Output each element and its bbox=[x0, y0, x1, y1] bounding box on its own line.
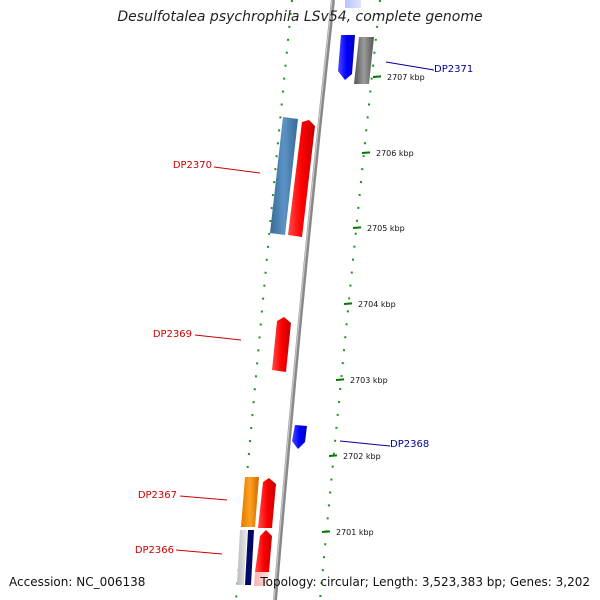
gene-label: DP2369 bbox=[153, 329, 192, 340]
feature-dp2371-gray bbox=[354, 37, 374, 84]
gene-label-leader bbox=[385, 61, 435, 71]
tick-label: 2701 kbp bbox=[336, 528, 374, 537]
gene-dp2370-arrow bbox=[288, 120, 315, 237]
feature-top-lightblue bbox=[345, 0, 361, 8]
gene-label-leader bbox=[179, 495, 228, 501]
accession-text: Accession: NC_006138 bbox=[9, 575, 146, 589]
genome-summary-text: Topology: circular; Length: 3,523,383 bp… bbox=[260, 575, 590, 589]
tick-mark bbox=[343, 302, 353, 305]
gene-dp2367-arrow bbox=[258, 478, 276, 528]
gene-dp2366-arrow bbox=[255, 530, 272, 572]
gene-label-leader bbox=[194, 334, 242, 341]
tick-label: 2706 kbp bbox=[376, 149, 414, 158]
tick-mark bbox=[321, 530, 331, 533]
tick-label: 2705 kbp bbox=[367, 224, 405, 233]
gene-label: DP2366 bbox=[135, 545, 174, 556]
tick-label: 2707 kbp bbox=[387, 73, 425, 82]
feature-dp2366-navy bbox=[245, 530, 254, 585]
gene-label-leader bbox=[339, 440, 391, 447]
tick-label: 2703 kbp bbox=[350, 376, 388, 385]
gene-label: DP2367 bbox=[138, 490, 177, 501]
gene-dp2368-arrow bbox=[292, 425, 307, 449]
feature-dp2367-orange bbox=[241, 477, 259, 527]
gene-label-leader bbox=[213, 166, 261, 174]
tick-mark bbox=[328, 454, 338, 457]
gene-label: DP2370 bbox=[173, 160, 212, 171]
gene-label-leader bbox=[175, 549, 223, 555]
feature-dp2366-lightgray bbox=[237, 530, 247, 585]
feature-dp2366-pink bbox=[254, 572, 269, 586]
tick-label: 2702 kbp bbox=[343, 452, 381, 461]
feature-dp2370-steel bbox=[270, 117, 298, 235]
gene-label: DP2368 bbox=[390, 439, 429, 450]
tick-mark bbox=[352, 226, 362, 229]
gene-label: DP2371 bbox=[434, 64, 473, 75]
tick-mark bbox=[335, 378, 345, 381]
gene-dp2371-arrow bbox=[338, 35, 355, 80]
tick-label: 2704 kbp bbox=[358, 300, 396, 309]
map-title: Desulfotalea psychrophila LSv54, complet… bbox=[117, 9, 483, 25]
tick-mark bbox=[372, 75, 382, 78]
tick-mark bbox=[361, 151, 371, 154]
gene-dp2369-arrow bbox=[272, 317, 291, 372]
backbone-line bbox=[273, 0, 335, 600]
